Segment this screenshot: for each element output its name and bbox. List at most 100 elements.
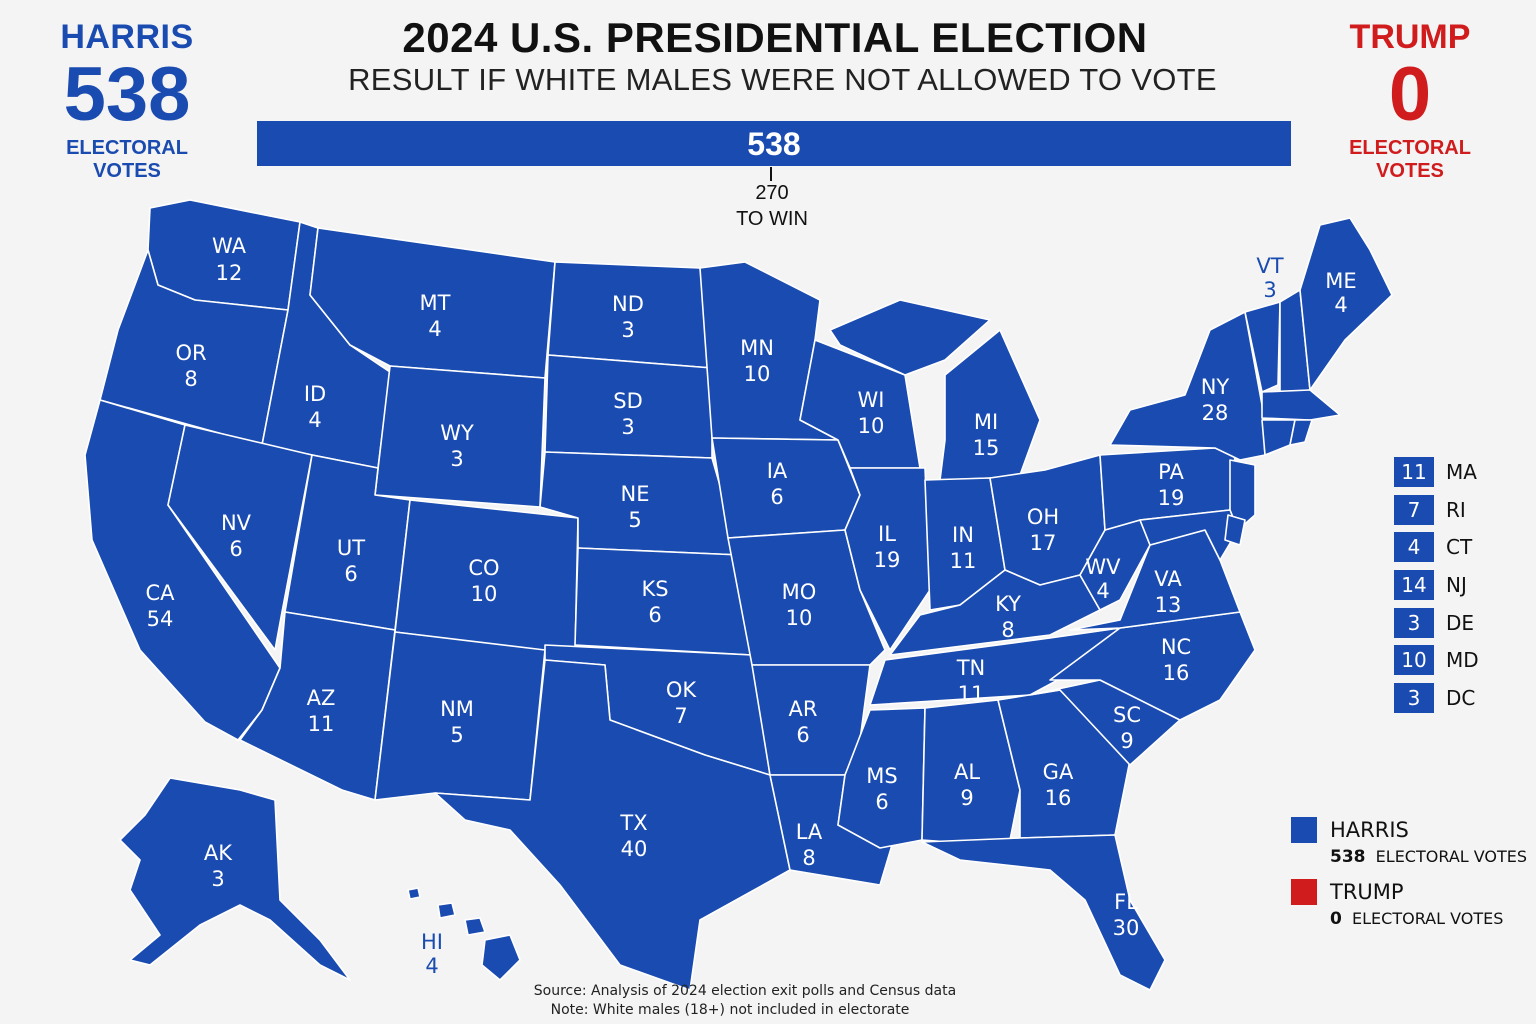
small-state-abbr: DC: [1446, 686, 1476, 710]
small-state-ev-box: 11: [1394, 457, 1434, 487]
label-in-ev: 11: [950, 549, 977, 573]
legend-votes-trump: 0: [1330, 909, 1342, 929]
state-hi-3: [464, 917, 486, 936]
label-tn-abbr: TN: [956, 656, 986, 680]
state-fl: [921, 834, 1166, 991]
state-ny: [1109, 311, 1266, 461]
electoral-vote-bar: 538: [257, 121, 1291, 166]
small-state-ev-box: 3: [1394, 608, 1434, 638]
label-ut-ev: 6: [344, 562, 357, 586]
state-de: [1224, 514, 1246, 546]
label-pa-abbr: PA: [1158, 460, 1184, 484]
legend-label-harris: ELECTORAL VOTES: [1375, 847, 1528, 866]
label-il-ev: 19: [874, 548, 901, 572]
label-tx-ev: 40: [621, 837, 648, 861]
state-mi-up: [829, 299, 991, 376]
label-ak-abbr: AK: [204, 841, 233, 865]
label-sc-ev: 9: [1120, 729, 1133, 753]
small-state-ev-box: 3: [1394, 683, 1434, 713]
label-nm-abbr: NM: [440, 697, 474, 721]
label-hi-abbr: HI: [421, 930, 443, 954]
legend-sub-harris: 538 ELECTORAL VOTES: [1330, 847, 1527, 867]
label-in-abbr: IN: [952, 523, 974, 547]
state-tx: [434, 659, 791, 991]
win-threshold-number: 270: [755, 182, 789, 204]
label-ne-ev: 5: [628, 508, 641, 532]
label-nv-abbr: NV: [221, 511, 252, 535]
state-ct: [1261, 419, 1296, 456]
state-hi-1: [407, 887, 421, 900]
label-ak-ev: 3: [211, 867, 224, 891]
trump-summary: TRUMP 0 ELECTORAL VOTES: [1322, 18, 1498, 183]
label-ny-ev: 28: [1202, 401, 1229, 425]
harris-ev-label: ELECTORAL VOTES: [66, 137, 188, 182]
small-state-abbr: MA: [1446, 460, 1477, 484]
label-pa-ev: 19: [1158, 486, 1185, 510]
state-hi-2: [437, 902, 456, 919]
label-ne-abbr: NE: [621, 482, 650, 506]
small-state-abbr: RI: [1446, 498, 1466, 522]
label-ar-ev: 6: [796, 723, 809, 747]
small-state-abbr: DE: [1446, 611, 1475, 635]
harris-summary: HARRIS 538 ELECTORAL VOTES: [38, 18, 216, 183]
trump-ev-label: ELECTORAL VOTES: [1349, 137, 1471, 182]
state-me: [1299, 217, 1393, 391]
label-oh-abbr: OH: [1027, 505, 1059, 529]
trump-name: TRUMP: [1349, 18, 1471, 56]
label-or-ev: 8: [184, 367, 197, 391]
small-state-abbr: CT: [1446, 535, 1473, 559]
label-tx-abbr: TX: [619, 811, 647, 835]
label-az-abbr: AZ: [307, 686, 336, 710]
label-wy-abbr: WY: [440, 421, 474, 445]
state-md: [1139, 509, 1239, 561]
label-al-ev: 9: [960, 786, 973, 810]
label-fl-abbr: FL: [1114, 890, 1138, 914]
label-nm-ev: 5: [450, 723, 463, 747]
label-az-ev: 11: [308, 712, 335, 736]
legend-name-trump: TRUMP: [1330, 880, 1404, 904]
label-nv-ev: 6: [229, 537, 242, 561]
legend-sub-trump: 0 ELECTORAL VOTES: [1330, 909, 1503, 929]
label-sc-abbr: SC: [1113, 703, 1141, 727]
label-vt-ev: 3: [1263, 278, 1276, 302]
state-nj: [1229, 459, 1256, 531]
small-state-ev-box: 10: [1394, 645, 1434, 675]
label-mo-ev: 10: [786, 606, 813, 630]
small-state-row-md: 10 MD: [1394, 645, 1504, 675]
win-threshold-label: TO WIN: [736, 208, 808, 230]
label-co-abbr: CO: [468, 556, 499, 580]
label-sd-ev: 3: [621, 415, 634, 439]
label-wa-ev: 12: [216, 261, 243, 285]
label-wy-ev: 3: [450, 447, 463, 471]
label-wa-abbr: WA: [212, 234, 247, 258]
label-ga-ev: 16: [1045, 786, 1072, 810]
footnote: Note: White males (18+) not included in …: [550, 1002, 910, 1018]
label-va-ev: 13: [1155, 593, 1182, 617]
label-nc-ev: 16: [1163, 661, 1190, 685]
label-sd-abbr: SD: [613, 389, 643, 413]
state-labels: WA 12 OR 8 CA 54 ID 4 NV 6 MT 4 WY 3 UT …: [145, 234, 1356, 978]
label-ca-abbr: CA: [145, 581, 175, 605]
state-nv: [167, 424, 313, 651]
label-wi-abbr: WI: [858, 388, 885, 412]
legend-label-trump: ELECTORAL VOTES: [1352, 909, 1504, 928]
label-vt-abbr: VT: [1256, 254, 1283, 278]
legend-swatch-trump: [1291, 879, 1317, 905]
legend-votes-harris: 538: [1330, 847, 1366, 867]
small-state-abbr: NJ: [1446, 573, 1467, 597]
small-state-row-nj: 14 NJ: [1394, 570, 1504, 600]
state-ia: [711, 437, 861, 539]
label-la-ev: 8: [802, 846, 815, 870]
harris-name: HARRIS: [60, 18, 194, 56]
label-id-abbr: ID: [304, 382, 326, 406]
label-ga-abbr: GA: [1043, 760, 1074, 784]
label-ok-abbr: OK: [666, 678, 698, 702]
small-state-row-dc: 3 DC: [1394, 683, 1504, 713]
label-ut-abbr: UT: [337, 536, 365, 560]
label-ok-ev: 7: [674, 704, 687, 728]
state-ks: [574, 547, 753, 656]
label-mi-abbr: MI: [974, 410, 998, 434]
label-hi-ev: 4: [425, 954, 438, 978]
page-subtitle: RESULT IF WHITE MALES WERE NOT ALLOWED T…: [348, 62, 1217, 97]
